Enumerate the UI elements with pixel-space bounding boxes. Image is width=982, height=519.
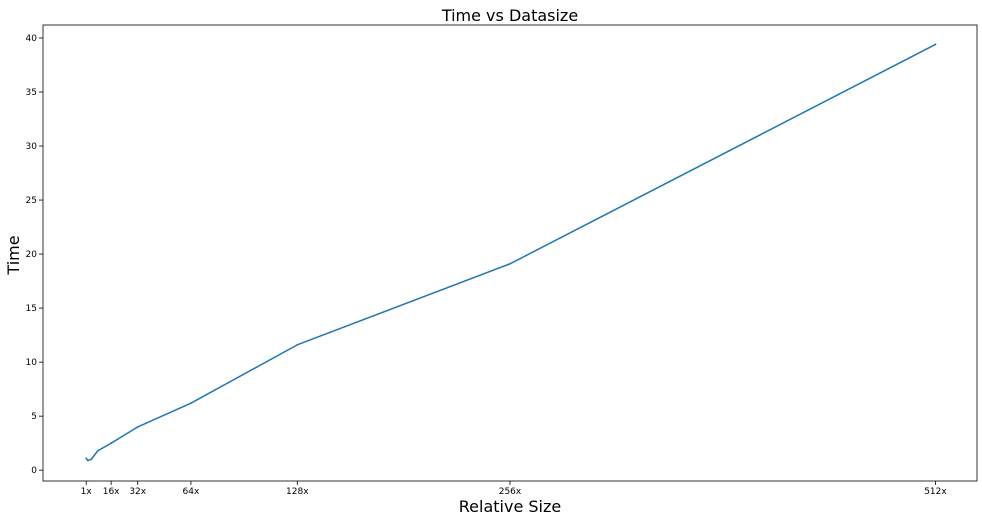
data-point — [90, 458, 93, 461]
y-tick-label: 10 — [26, 358, 38, 368]
data-point — [85, 457, 88, 460]
x-axis-ticks: 1x 16x 32x 64x 128x 256x 512x — [81, 481, 947, 497]
x-tick-label: 32x — [129, 487, 146, 497]
data-point — [509, 262, 511, 265]
data-point — [190, 402, 192, 405]
y-tick-label: 5 — [31, 412, 37, 422]
x-tick-label: 128x — [286, 487, 309, 497]
x-tick-label: 256x — [499, 487, 522, 497]
data-point — [110, 442, 113, 445]
y-tick-label: 20 — [26, 250, 38, 260]
data-point — [296, 343, 299, 346]
data-point — [86, 459, 89, 462]
data-point — [934, 43, 937, 46]
x-tick-label: 64x — [183, 487, 200, 497]
y-tick-label: 0 — [31, 466, 37, 476]
y-axis-ticks: 0 5 10 15 20 25 30 35 40 — [26, 34, 43, 476]
series-line — [85, 43, 937, 462]
chart-title: Time vs Datasize — [441, 6, 578, 25]
data-point — [136, 426, 139, 428]
y-tick-label: 40 — [26, 34, 38, 44]
x-tick-label: 1x — [81, 487, 93, 497]
series-layer — [85, 43, 937, 462]
y-tick-label: 35 — [26, 88, 37, 98]
y-axis-title: Time — [4, 235, 23, 275]
y-tick-label: 15 — [26, 304, 37, 314]
plot-frame — [42, 24, 978, 482]
x-tick-label: 16x — [103, 487, 120, 497]
x-axis-title: Relative Size — [459, 497, 561, 516]
x-tick-label: 512x — [924, 487, 947, 497]
y-tick-label: 30 — [26, 142, 38, 152]
data-point — [96, 449, 99, 452]
y-tick-label: 25 — [26, 196, 37, 206]
